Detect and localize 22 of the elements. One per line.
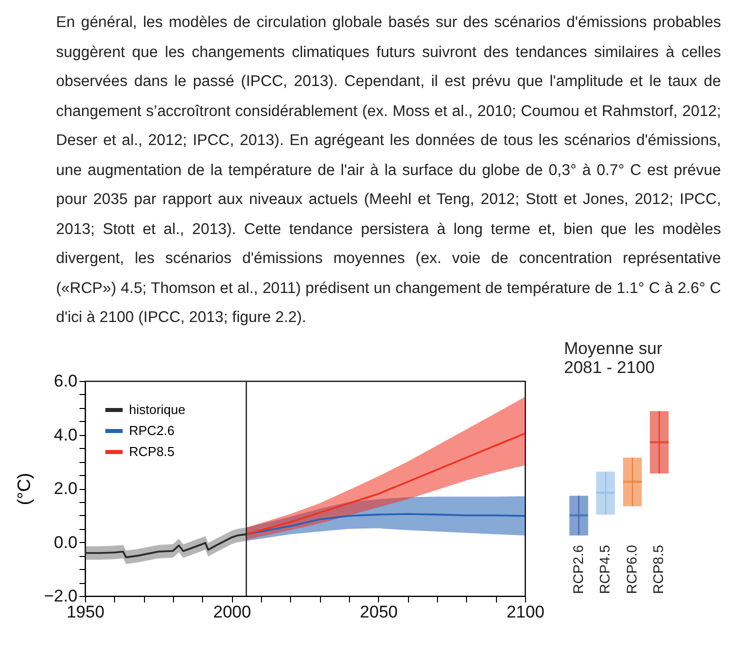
x-tick-label: RCP8.5 (650, 544, 666, 594)
x-tick-label: RCP4.5 (596, 544, 613, 594)
y-axis-title: (°C) (14, 472, 34, 505)
x-tick-label: 2050 (360, 602, 398, 621)
line-series (245, 432, 526, 535)
legend-label: RCP8.5 (129, 444, 175, 458)
x-tick-label: RCP6.0 (623, 544, 640, 594)
y-tick-label: 0.0 (54, 532, 78, 552)
legend-label: historique (129, 402, 186, 416)
line-series (245, 512, 526, 535)
y-tick-label: 4.0 (54, 424, 78, 444)
text: En général, les modèles de circulation globale basés sur des scénarios d'émissions probables suggèrent que les changements climatiques futurs suivront des tendances similaires à celles observées dans le passé (IPCC, 2013). Cependant, il est prévu que l'amplitude et le taux de changement s’accroîtront considérablement (ex. Moss et al., 2010; Coumou et Rahmstorf, 2012; Deser et al., 2012; IPCC, 2013). En agrégeant les données de tous les scénarios d'émissions, une augmentation de la température de l'air à la surface du globe de 0,3° à 0.7° C est prévue pour 2035 par rapport aux niveaux actuels (Meehl et Teng, 2012; Stott et Jones, 2012; IPCC, 2013; Stott et al., 2013). Cette tendance persistera à long terme et, bien que les modèles divergent, les scénarios d'émissions moyennes (ex. voie de concentration représentative («RCP») 4.5; Thomson et al., 2011) prédisent un changement de température de 1.1° C à 2.6° C d'ici à 2100 (IPCC, 2013; figure 2.2). (56, 14, 721, 326)
chart-title: Moyenne sur 2081 - 2100 (564, 338, 663, 376)
y-tick-label: 2.0 (54, 478, 78, 498)
legend-label: RPC2.6 (129, 422, 175, 438)
x-tick-label: RCP2.6 (570, 544, 586, 594)
y-tick-label: 6.0 (54, 371, 78, 390)
x-tick-label: 2000 (213, 602, 252, 621)
y-tick-label: −2.0 (44, 586, 78, 605)
x-tick-label: 1950 (66, 602, 104, 621)
x-tick-label: 2100 (506, 602, 544, 621)
line-series (84, 532, 248, 558)
